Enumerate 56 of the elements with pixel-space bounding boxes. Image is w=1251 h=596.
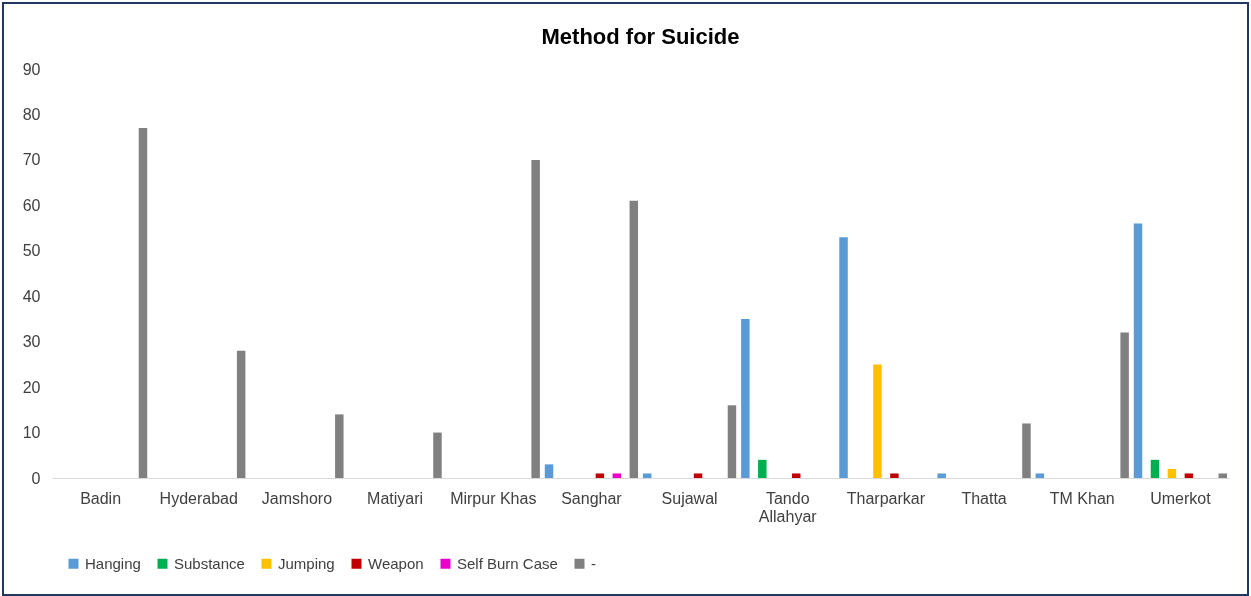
bar	[727, 405, 737, 478]
y-tick-label: 60	[22, 196, 41, 214]
bar	[642, 473, 652, 478]
bar	[873, 364, 882, 478]
bar	[629, 200, 639, 478]
bar	[1150, 459, 1160, 478]
bar	[236, 350, 246, 478]
bar	[1120, 332, 1129, 478]
x-tick-label: Tharparkar	[846, 489, 926, 507]
x-tick-label: Hyderabad	[159, 489, 238, 507]
x-tick-label: TM Khan	[1049, 489, 1115, 507]
bar	[839, 237, 848, 478]
bar	[544, 464, 554, 478]
x-tick-label: Jamshoro	[261, 489, 333, 507]
legend-label: Substance	[174, 554, 245, 572]
bar	[1035, 473, 1045, 478]
y-tick-label: 50	[22, 242, 41, 260]
bar	[1184, 473, 1194, 478]
legend-label: Weapon	[368, 554, 424, 572]
x-tick-label: Umerkot	[1150, 489, 1212, 507]
y-tick-label: 0	[31, 469, 41, 487]
x-tick-label: Mirpur Khas	[450, 489, 537, 507]
bar	[693, 473, 703, 478]
chart-title: Method for Suicide	[541, 24, 740, 49]
bar	[335, 414, 344, 478]
bar	[741, 318, 750, 478]
y-tick-label: 70	[22, 151, 41, 169]
bar	[612, 473, 622, 478]
x-tick-label: Thatta	[961, 489, 1007, 507]
x-tick-label: Matiyari	[367, 489, 424, 507]
y-tick-label: 10	[22, 424, 41, 442]
y-tick-label: 40	[22, 287, 41, 305]
bar	[1218, 473, 1228, 478]
x-tick-label: Tando Allahyar	[758, 489, 818, 525]
bar	[791, 473, 801, 478]
legend-label: Jumping	[278, 554, 335, 572]
bar	[138, 128, 148, 478]
legend-label: Self Burn Case	[457, 554, 558, 572]
x-tick-label: Badin	[80, 489, 122, 507]
bar	[1133, 223, 1143, 478]
x-tick-label: Sujawal	[661, 489, 718, 507]
y-tick-label: 90	[22, 60, 41, 78]
bar	[758, 459, 767, 478]
y-tick-label: 20	[22, 378, 41, 396]
x-tick-label: Sanghar	[561, 489, 623, 507]
y-tick-label: 30	[22, 333, 41, 351]
bar	[433, 432, 442, 478]
bar	[531, 159, 540, 478]
bar	[890, 473, 899, 478]
legend-label: Hanging	[85, 554, 141, 572]
bar	[1022, 423, 1031, 478]
bar	[937, 473, 946, 478]
y-tick-label: 80	[22, 105, 41, 123]
bar	[595, 473, 605, 478]
bar	[1167, 468, 1177, 478]
legend-label: -	[591, 554, 596, 572]
